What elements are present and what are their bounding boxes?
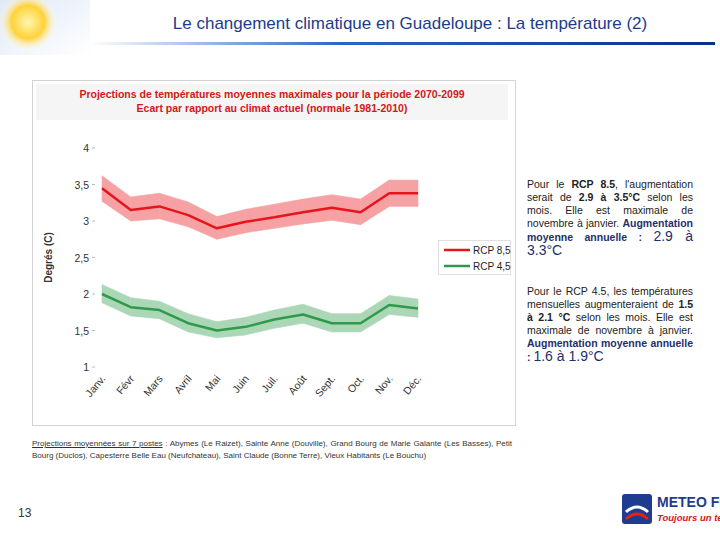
y-tick-label: 1 [83, 361, 89, 373]
text-segment: Pour le [527, 178, 571, 190]
chart-title-band [36, 84, 508, 120]
legend-box [439, 241, 511, 275]
y-axis: 1 1,5 2 2,5 3 3,5 4 [74, 142, 95, 373]
x-tick-label: Déc. [400, 373, 423, 397]
y-tick-label: 4 [83, 142, 89, 154]
legend-swatch [444, 249, 470, 252]
sun-logo [0, 0, 58, 52]
logo-tagline: Toujours un temps d'avance [657, 512, 720, 523]
chart-title: Projections de températures moyennes max… [36, 88, 508, 100]
y-tick [92, 257, 95, 258]
chart-frame [33, 81, 516, 426]
logo-wave [626, 514, 648, 519]
y-tick [92, 294, 95, 295]
panel-paragraph: Pour le RCP 8.5, l'augmentation serait d… [527, 178, 693, 258]
logo-name: METEO FRANCE [657, 494, 720, 510]
x-tick-label: Juil. [259, 373, 280, 395]
summary-value: 1.6 à 1.9°C [533, 348, 603, 364]
x-tick-label: Août [286, 373, 309, 397]
x-tick-label: Juin [230, 372, 252, 395]
header-rule [90, 42, 715, 45]
x-tick-label: Avril [172, 373, 194, 396]
x-tick-label: Mai [202, 373, 222, 394]
x-tick-label: Oct. [345, 373, 367, 395]
y-tick [92, 330, 95, 331]
x-tick-label: Févr [114, 372, 137, 396]
panel-text: Pour le RCP 8.5, l'augmentation serait d… [527, 178, 693, 258]
series-line [102, 294, 418, 331]
y-tick-label: 3 [83, 215, 89, 227]
y-tick [92, 184, 95, 185]
text-segment: Pour le RCP 4.5, les températures mensue… [527, 285, 693, 310]
y-axis-label: Degrés (C) [43, 232, 54, 283]
logo-icon [622, 494, 652, 524]
chart-title: Ecart par rapport au climat actuel (norm… [36, 102, 508, 114]
x-tick-label: Janv. [83, 373, 108, 399]
legend-label: RCP 4,5 [473, 261, 511, 272]
footnote-heading: Projections moyennées sur 7 postes [32, 439, 163, 448]
panel-text: Pour le RCP 4.5, les températures mensue… [527, 285, 693, 364]
y-tick-label: 3,5 [74, 179, 89, 191]
series-line [102, 188, 418, 228]
footnote: Projections moyennées sur 7 postes : Aby… [32, 438, 512, 462]
y-tick-label: 2,5 [74, 252, 89, 264]
legend: RCP 8,5 RCP 4,5 [439, 241, 512, 275]
y-tick [92, 367, 95, 368]
y-tick [92, 148, 95, 149]
x-tick-label: Sept. [312, 373, 337, 400]
y-tick [92, 221, 95, 222]
text-segment: 2.9 à 3.5°C [579, 191, 640, 203]
x-tick-label: Mars [141, 373, 165, 399]
x-tick-label: Nov. [372, 373, 395, 397]
legend-label: RCP 8,5 [473, 245, 511, 256]
page-number: 13 [18, 506, 31, 520]
panel-paragraph: Pour le RCP 4.5, les températures mensue… [527, 285, 693, 364]
legend-swatch [444, 265, 470, 268]
y-tick-label: 2 [83, 288, 89, 300]
slide-title: Le changement climatique en Guadeloupe :… [110, 14, 710, 34]
text-segment: RCP 8.5 [571, 178, 615, 190]
logo-wave [626, 507, 648, 512]
plot-data [102, 176, 418, 338]
y-tick-label: 1,5 [74, 325, 89, 337]
